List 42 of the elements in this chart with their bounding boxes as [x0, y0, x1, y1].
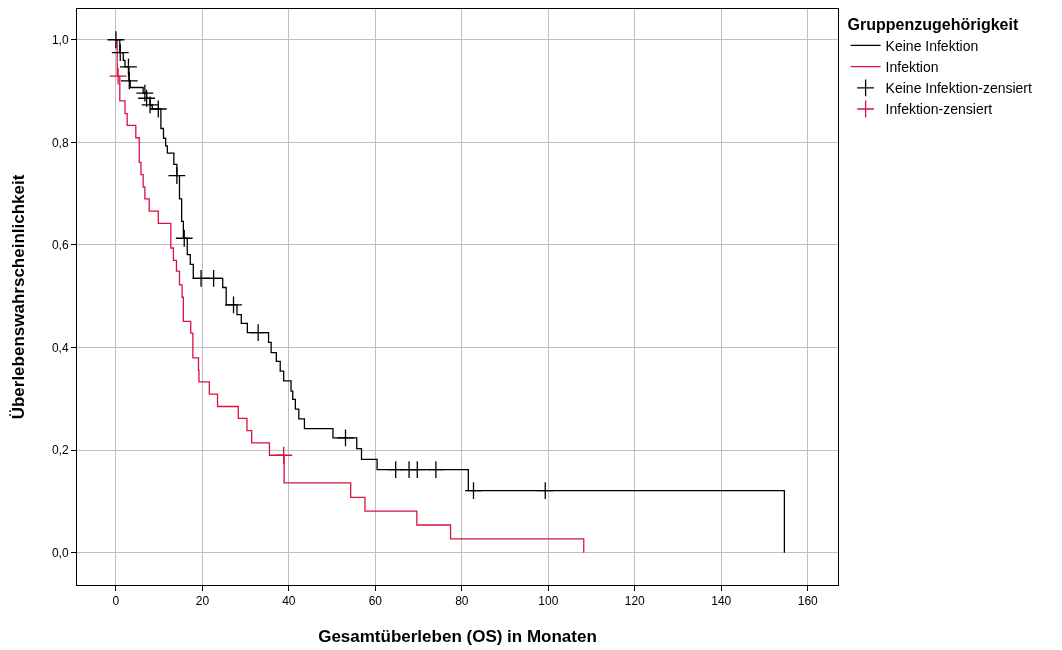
- point: [175, 229, 194, 248]
- point: [120, 71, 139, 90]
- y-axis-title: Überlebenswahrscheinlichkeit: [9, 174, 29, 420]
- point: [111, 43, 130, 62]
- point: [135, 84, 154, 103]
- point: [119, 57, 138, 77]
- point: [137, 89, 156, 108]
- point: [109, 67, 128, 86]
- point: [336, 428, 355, 447]
- legend-label: Infektion: [885, 59, 939, 76]
- point: [141, 95, 160, 114]
- x-tick-label: 100: [538, 594, 559, 609]
- point: [106, 30, 125, 49]
- point: [149, 99, 168, 119]
- y-tick-label: 0,0: [51, 545, 69, 560]
- point: [204, 269, 223, 288]
- y-tick-label: 0,6: [51, 238, 69, 253]
- x-tick-label: 140: [711, 594, 732, 609]
- point: [408, 460, 427, 479]
- y-tick-label: 1,0: [51, 32, 69, 47]
- legend-label: Keine Infektion: [885, 37, 979, 54]
- x-tick-label: 80: [455, 594, 469, 609]
- legend-label: Infektion-zensiert: [885, 101, 993, 118]
- x-tick-label: 40: [282, 594, 296, 609]
- x-tick-label: 160: [797, 594, 819, 609]
- point: [426, 460, 445, 479]
- point: [167, 166, 186, 185]
- point: [536, 481, 555, 500]
- x-axis-title: Gesamtüberleben (OS) in Monaten: [318, 626, 597, 646]
- y-tick-label: 0,2: [51, 443, 69, 458]
- x-tick-label: 20: [195, 594, 210, 609]
- x-tick-label: 0: [112, 594, 120, 609]
- x-tick-label: 120: [624, 594, 646, 609]
- y-tick-label: 0,8: [51, 135, 69, 150]
- point: [249, 323, 268, 342]
- point: [464, 481, 483, 500]
- x-tick-label: 60: [368, 594, 383, 609]
- legend-label: Keine Infektion-zensiert: [885, 80, 1033, 97]
- legend-title: Gruppenzugehörigkeit: [847, 15, 1019, 33]
- point: [274, 446, 293, 465]
- y-tick-label: 0,4: [51, 340, 69, 355]
- point: [224, 295, 243, 314]
